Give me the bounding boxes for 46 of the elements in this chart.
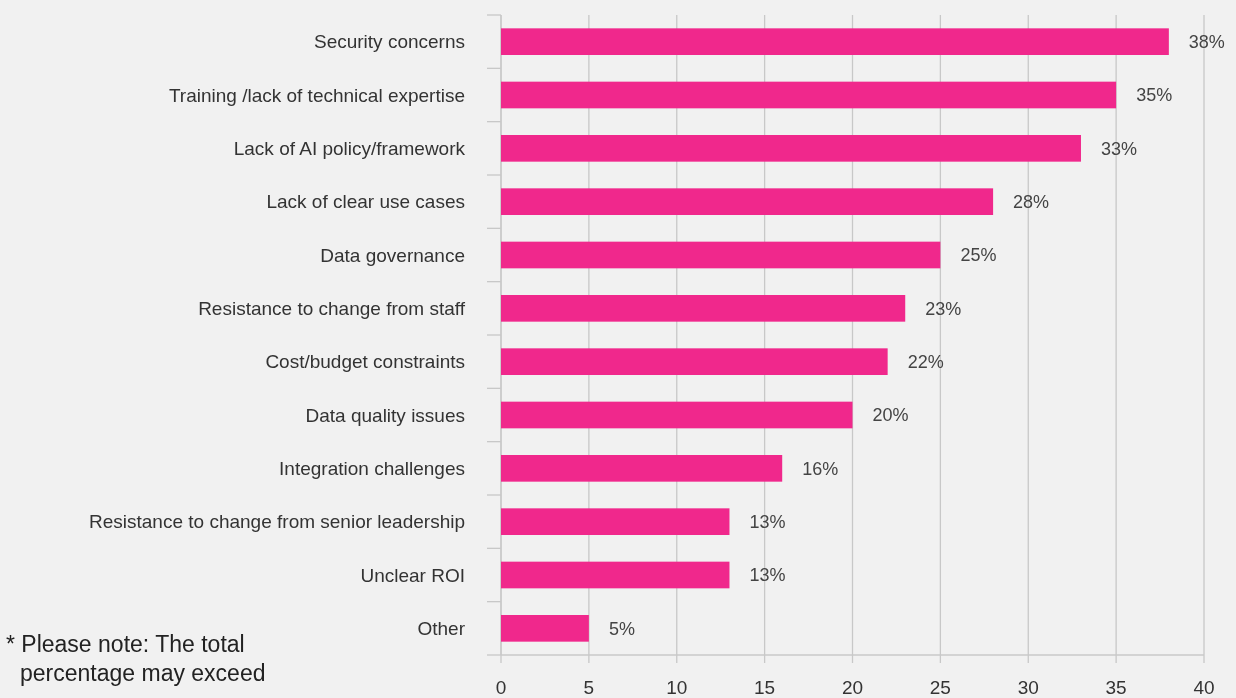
y-tick-label: Lack of clear use cases [266, 191, 465, 213]
data-label: 13% [749, 565, 786, 586]
bar [501, 28, 1169, 55]
x-tick-label: 0 [495, 677, 507, 698]
x-tick-label: 20 [841, 677, 864, 698]
bar [501, 561, 730, 589]
y-tick-label: Training /lack of technical expertise [168, 84, 465, 106]
data-label: 20% [872, 405, 909, 426]
data-label: 35% [1136, 85, 1173, 106]
data-label: 28% [1013, 191, 1050, 212]
x-tick-label: 30 [1017, 677, 1039, 698]
bar [501, 508, 730, 535]
bar [501, 135, 1081, 162]
bar [501, 615, 589, 642]
y-tick-label: Integration challenges [279, 457, 465, 479]
data-label: 16% [802, 458, 839, 479]
x-tick-label: 40 [1193, 677, 1215, 698]
bar [501, 188, 994, 215]
x-tick-label: 25 [929, 677, 951, 698]
x-tick-label: 15 [754, 677, 776, 698]
data-label: 23% [925, 298, 962, 319]
bar [501, 455, 783, 482]
data-label: 22% [907, 351, 944, 372]
bar [501, 401, 853, 429]
y-tick-label: Data quality issues [305, 404, 465, 426]
data-label: 25% [960, 245, 997, 266]
x-tick-label: 35 [1105, 677, 1127, 698]
y-tick-label: Other [417, 617, 466, 639]
bar [501, 241, 941, 269]
data-label: 38% [1188, 31, 1225, 52]
y-tick-label: Lack of AI policy/framework [233, 137, 466, 159]
text: * Please note: The total percentage may exceed [6, 631, 266, 686]
data-label: 33% [1100, 138, 1138, 159]
y-tick-label: Security concerns [313, 31, 465, 53]
data-label: 13% [749, 511, 786, 532]
x-tick-label: 5 [583, 677, 595, 698]
bar [501, 295, 906, 322]
bar [501, 81, 1117, 109]
y-tick-label: Resistance to change from senior leadership [89, 511, 465, 533]
bar [501, 348, 888, 375]
y-tick-label: Unclear ROI [360, 564, 465, 586]
y-tick-label: Data governance [320, 244, 465, 266]
y-tick-label: Cost/budget constraints [265, 351, 465, 373]
data-label: 5% [608, 618, 635, 639]
x-tick-label: 10 [666, 677, 688, 698]
y-tick-label: Resistance to change from staff [198, 297, 466, 319]
